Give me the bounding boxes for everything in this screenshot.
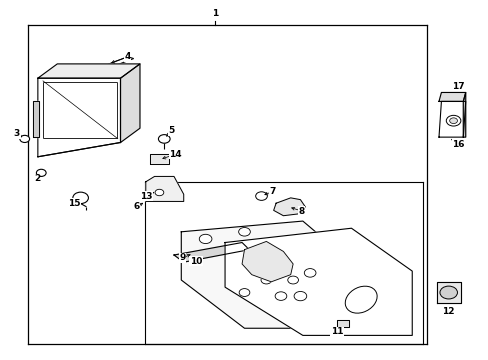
Text: 2: 2 (34, 175, 40, 184)
Circle shape (446, 115, 460, 126)
Circle shape (36, 169, 46, 176)
Circle shape (449, 118, 457, 123)
Circle shape (275, 292, 286, 300)
Polygon shape (120, 64, 140, 143)
Polygon shape (242, 242, 292, 282)
Polygon shape (436, 282, 460, 303)
Circle shape (255, 192, 267, 201)
Polygon shape (38, 78, 120, 157)
Text: 14: 14 (169, 150, 182, 159)
Polygon shape (462, 93, 465, 137)
Text: 4: 4 (124, 52, 131, 61)
Text: 9: 9 (179, 253, 185, 262)
Text: 17: 17 (451, 82, 464, 91)
Circle shape (277, 263, 288, 272)
Circle shape (439, 286, 457, 299)
Polygon shape (336, 320, 348, 327)
Ellipse shape (345, 286, 376, 313)
Polygon shape (438, 102, 465, 137)
Text: 11: 11 (330, 327, 343, 336)
Circle shape (73, 192, 88, 203)
Circle shape (155, 189, 163, 196)
Text: 7: 7 (269, 187, 275, 196)
Text: 8: 8 (298, 207, 305, 216)
Polygon shape (149, 154, 169, 164)
Polygon shape (273, 198, 305, 216)
Polygon shape (145, 176, 183, 202)
Circle shape (238, 228, 250, 236)
Polygon shape (224, 228, 411, 336)
Circle shape (304, 269, 315, 277)
Polygon shape (33, 102, 39, 137)
Text: 1: 1 (212, 9, 218, 18)
Text: 3: 3 (14, 129, 20, 138)
Circle shape (287, 276, 298, 284)
Circle shape (261, 276, 271, 284)
Circle shape (260, 247, 272, 256)
Text: 5: 5 (168, 126, 174, 135)
Polygon shape (38, 64, 140, 78)
Polygon shape (438, 93, 465, 102)
Circle shape (20, 135, 30, 143)
Polygon shape (181, 221, 351, 328)
Polygon shape (174, 243, 249, 262)
Text: 13: 13 (140, 192, 152, 201)
Circle shape (199, 234, 211, 244)
Circle shape (158, 135, 170, 143)
Text: 12: 12 (442, 307, 454, 316)
Circle shape (239, 289, 249, 296)
Circle shape (293, 292, 306, 301)
Text: 6: 6 (133, 202, 140, 211)
Text: 16: 16 (451, 140, 464, 149)
Text: 10: 10 (189, 257, 202, 266)
Text: 15: 15 (68, 199, 81, 208)
